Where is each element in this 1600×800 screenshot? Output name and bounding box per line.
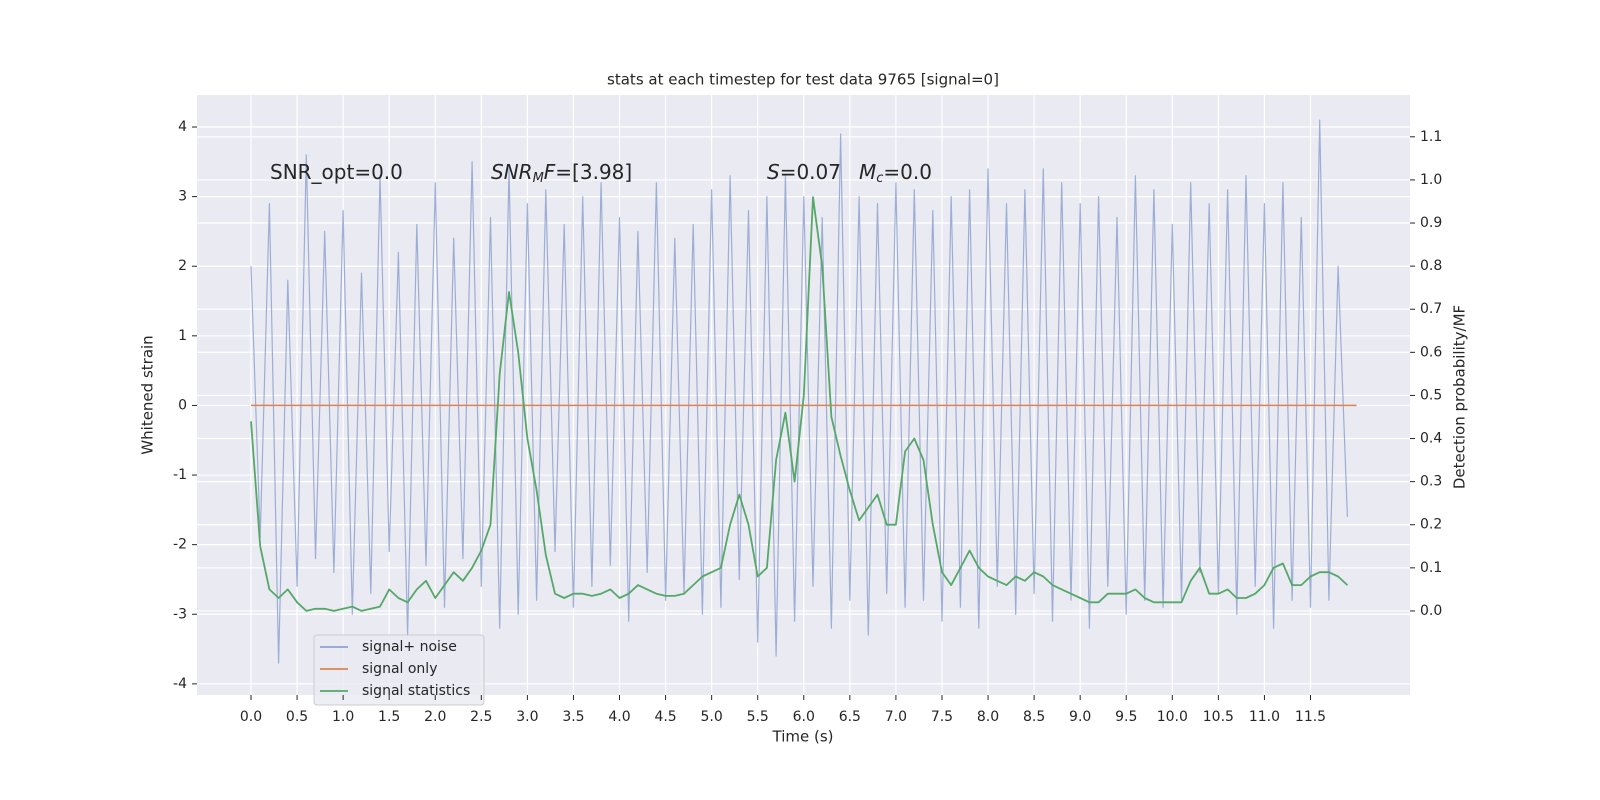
x-tick-label: 10.0: [1157, 709, 1188, 725]
y2-tick-label: 0.2: [1420, 517, 1442, 533]
y-tick-label: -3: [173, 606, 187, 622]
x-tick-label: 2.5: [470, 709, 492, 725]
x-tick-label: 1.5: [378, 709, 400, 725]
x-tick-label: 11.5: [1295, 709, 1326, 725]
annotation: S=0.07: [767, 160, 841, 184]
y2-tick-label: 0.0: [1420, 603, 1442, 619]
y-axis-label: Whitened strain: [139, 335, 157, 454]
y2-tick-label: 0.6: [1420, 344, 1442, 360]
annotation-part: c: [876, 171, 883, 186]
annotation-part: F: [544, 160, 556, 184]
series-line: [250, 119, 1348, 664]
x-tick-label: 6.0: [793, 709, 815, 725]
x-tick-label: 3.0: [516, 709, 538, 725]
x-tick-label: 5.5: [747, 709, 769, 725]
y2-tick-label: 0.1: [1420, 560, 1442, 576]
y2-tick-label: 0.8: [1420, 258, 1442, 274]
annotation: Mc=0.0: [859, 160, 932, 186]
x-tick-label: 7.0: [885, 709, 907, 725]
y2-tick-label: 0.3: [1420, 474, 1442, 490]
x-tick-label: 8.5: [1023, 709, 1045, 725]
legend: signal+ noise signal only signal statistic…: [313, 634, 485, 706]
annotation-part: S: [767, 160, 780, 184]
x-tick-label: 4.5: [654, 709, 676, 725]
x-tick-label: 8.0: [977, 709, 999, 725]
y-tick-label: 0: [178, 397, 187, 413]
x-axis-label: Time (s): [772, 728, 834, 746]
x-tick-label: 6.5: [839, 709, 861, 725]
y-tick-label: 2: [178, 258, 187, 274]
y2-tick-label: 0.4: [1420, 431, 1442, 447]
annotation-part: M: [859, 160, 876, 184]
x-tick-label: 9.0: [1069, 709, 1091, 725]
x-tick-label: 7.5: [931, 709, 953, 725]
y-tick-label: -4: [173, 676, 187, 692]
x-tick-label: 11.0: [1249, 709, 1280, 725]
y2-tick-label: 0.9: [1420, 215, 1442, 231]
annotation-part: =0.0: [883, 160, 932, 184]
annotation-part: SNR_opt=0.0: [270, 160, 403, 184]
y-tick-label: 3: [178, 189, 187, 205]
y-tick-label: 4: [178, 119, 187, 135]
y-tick-label: -2: [173, 537, 187, 553]
annotation-part: SNR: [491, 160, 533, 184]
annotation: SNRMF=[3.98]: [491, 160, 632, 186]
x-tick-label: 9.5: [1115, 709, 1137, 725]
data: [250, 119, 1357, 664]
legend-label: signal+ noise: [362, 639, 457, 655]
annotation-part: =[3.98]: [555, 160, 632, 184]
x-tick-label: 3.5: [562, 709, 584, 725]
y2-tick-label: 0.7: [1420, 301, 1442, 317]
y2-axis-label: Detection probability/MF: [1451, 305, 1469, 489]
y2-tick-label: 1.1: [1420, 129, 1442, 145]
x-tick-label: 5.0: [701, 709, 723, 725]
series-line: [250, 196, 1349, 612]
annotation: SNR_opt=0.0: [270, 160, 403, 184]
annotation-part: =0.07: [780, 160, 841, 184]
y2-tick-label: 0.5: [1420, 387, 1442, 403]
y-tick-label: -1: [173, 467, 187, 483]
x-tick-label: 4.0: [608, 709, 630, 725]
x-tick-label: 10.5: [1203, 709, 1234, 725]
legend-label: signal only: [362, 661, 437, 677]
y-tick-label: 1: [178, 328, 187, 344]
x-tick-label: 1.0: [332, 709, 354, 725]
chart-title: stats at each timestep for test data 976…: [607, 71, 999, 89]
x-tick-label: 0.0: [240, 709, 262, 725]
x-tick-label: 2.0: [424, 709, 446, 725]
x-tick-label: 0.5: [286, 709, 308, 725]
y2-tick-label: 1.0: [1420, 172, 1442, 188]
legend-box: [313, 634, 485, 706]
annotation-part: M: [533, 171, 544, 186]
legend-label: signal statistics: [362, 683, 470, 699]
